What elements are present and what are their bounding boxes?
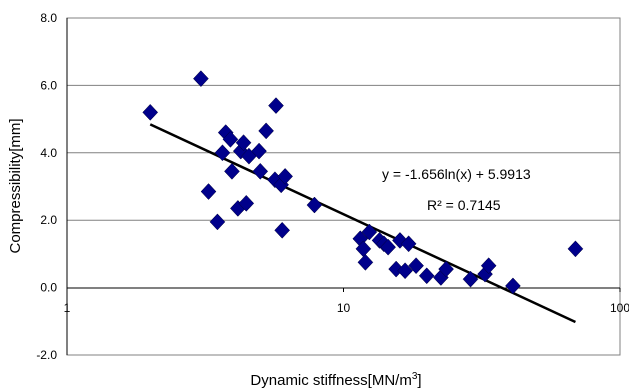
data-point (258, 122, 274, 140)
data-point (209, 213, 226, 231)
gridlines (67, 84, 620, 221)
y-tick-label: 8.0 (40, 11, 57, 25)
data-point (224, 162, 240, 180)
x-axis-title: Dynamic stiffness[MN/m3] (250, 371, 421, 389)
y-tick-label: -2.0 (36, 348, 57, 362)
data-point (214, 144, 231, 162)
data-point (357, 253, 374, 271)
trendline-equation: y = -1.656ln(x) + 5.9913 (382, 166, 531, 182)
x-tick-label: 1 (64, 301, 71, 315)
data-point (200, 183, 217, 200)
y-tick-label: 2.0 (40, 213, 57, 227)
tick-labels: -2.0 0.0 2.0 4.0 6.0 8.0 1 10 100 (36, 11, 629, 362)
x-tick-label: 100 (610, 301, 629, 315)
data-point (193, 70, 209, 88)
y-tick-label: 4.0 (40, 146, 57, 160)
data-point (380, 238, 396, 256)
scatter-points (142, 70, 584, 295)
data-point (252, 162, 269, 180)
data-point (361, 223, 378, 241)
data-point (274, 221, 291, 239)
data-point (567, 240, 584, 258)
data-point (408, 257, 424, 275)
y-tick-label: 6.0 (40, 78, 57, 92)
data-point (235, 134, 252, 152)
data-point (142, 103, 159, 121)
data-point (462, 270, 479, 288)
data-point (397, 262, 413, 280)
x-axis-title-end: ] (417, 372, 421, 389)
x-axis-title-sup: 3 (412, 371, 418, 382)
y-tick-label: 0.0 (40, 281, 57, 295)
data-point (277, 168, 293, 185)
data-point (438, 260, 454, 278)
data-point (388, 260, 404, 278)
data-point (238, 194, 255, 212)
data-point (268, 97, 284, 114)
r-squared-label: R² = 0.7145 (427, 197, 501, 213)
data-point (251, 142, 267, 160)
data-point (418, 267, 435, 285)
x-axis-title-main: Dynamic stiffness[MN/m (250, 372, 411, 389)
data-point (306, 196, 323, 214)
y-axis-title: Compressibility[mm] (7, 118, 24, 253)
data-point (400, 235, 417, 253)
data-point (222, 130, 239, 148)
x-tick-label: 10 (337, 301, 351, 315)
data-point (480, 257, 497, 275)
data-point (505, 277, 521, 295)
